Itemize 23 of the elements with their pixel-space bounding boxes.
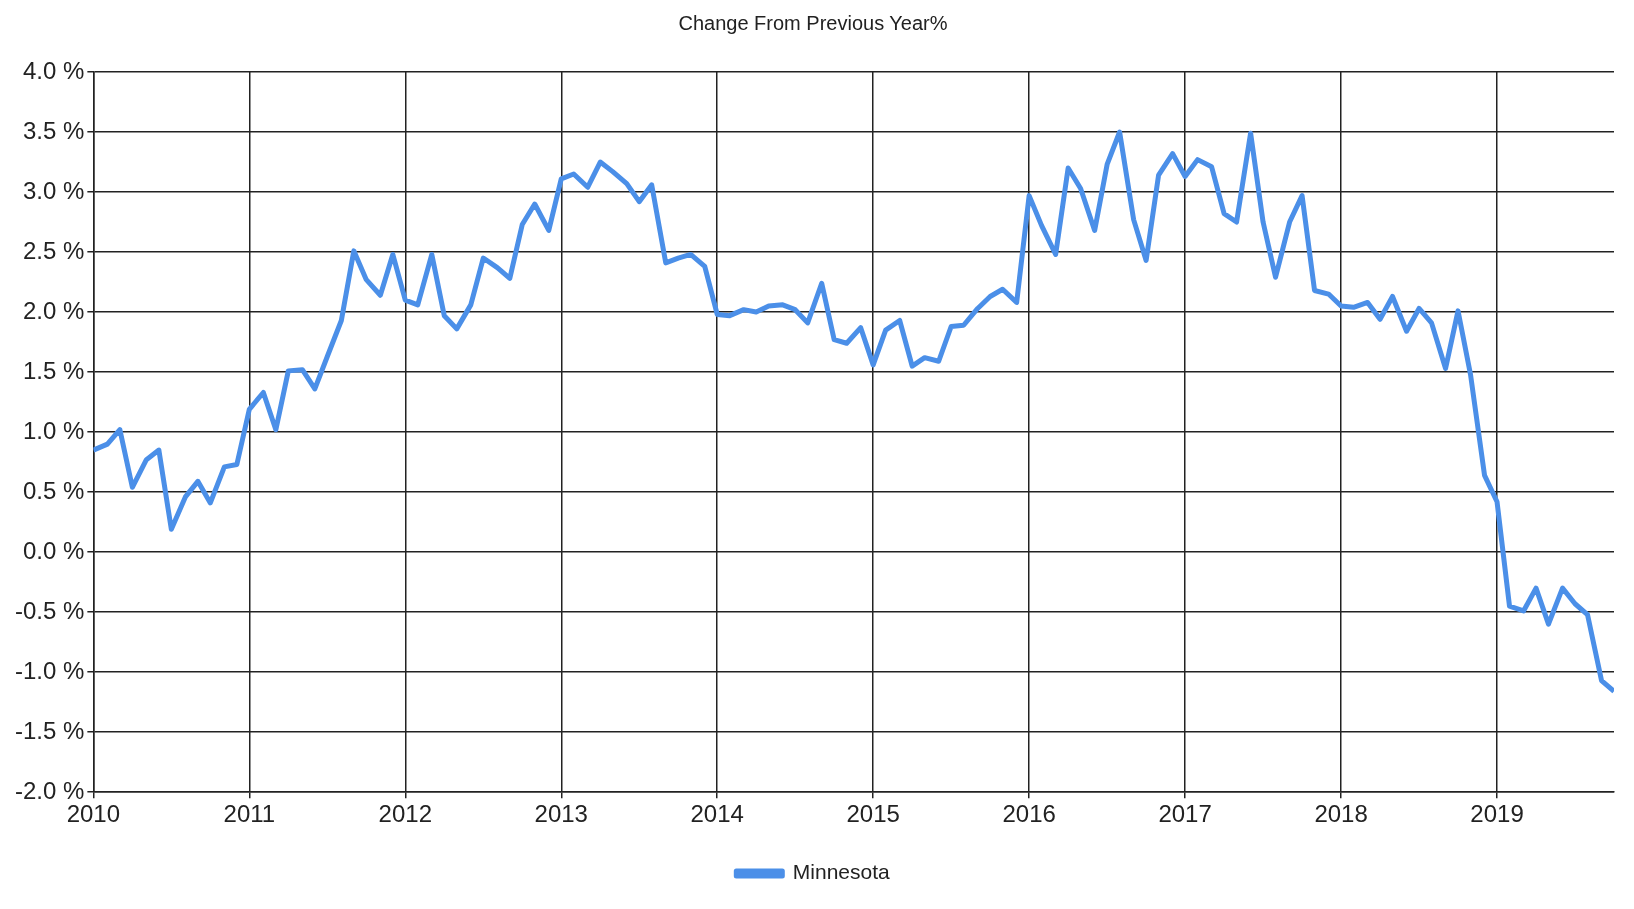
y-tick-label: -1.5 % — [14, 716, 85, 744]
y-tick-label: 3.5 % — [22, 116, 85, 144]
x-tick-label: 2015 — [846, 800, 900, 828]
x-tick-label: 2012 — [378, 800, 432, 828]
legend-label: Minnesota — [792, 860, 891, 884]
x-tick-label: 2016 — [1002, 800, 1056, 828]
y-tick-label: 2.0 % — [22, 296, 85, 324]
x-tick-label: 2019 — [1470, 800, 1524, 828]
y-tick-label: -1.0 % — [14, 656, 85, 684]
y-tick-label: 1.0 % — [22, 416, 85, 444]
y-tick-label: 2.5 % — [22, 236, 85, 264]
y-tick-label: -0.5 % — [14, 596, 85, 624]
y-tick-label: 0.0 % — [22, 536, 85, 564]
x-tick-label: 2014 — [690, 800, 744, 828]
x-tick-label: 2017 — [1158, 800, 1212, 828]
x-tick-label: 2013 — [534, 800, 588, 828]
y-tick-label: 0.5 % — [22, 476, 85, 504]
y-tick-label: 1.5 % — [22, 356, 85, 384]
x-tick-label: 2018 — [1314, 800, 1368, 828]
x-tick-label: 2011 — [223, 800, 276, 828]
y-tick-label: 3.0 % — [22, 176, 85, 204]
y-tick-label: 4.0 % — [22, 56, 85, 84]
chart-title: Change From Previous Year% — [678, 11, 948, 34]
